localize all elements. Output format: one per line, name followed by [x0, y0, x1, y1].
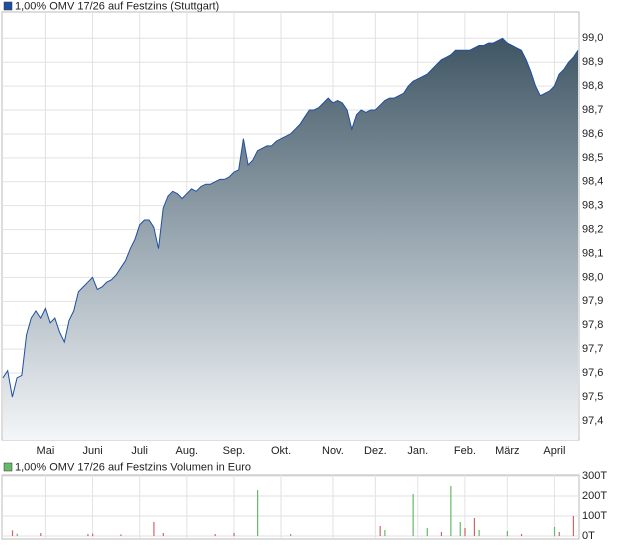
- volume-bar: [412, 494, 414, 536]
- x-tick-label: Dez.: [364, 445, 387, 457]
- y-tick-label: 98,8: [582, 80, 603, 92]
- x-tick-label: Juni: [82, 445, 102, 457]
- y-tick-label: 98,5: [582, 152, 603, 164]
- x-tick-label: Aug.: [175, 445, 198, 457]
- volume-bar: [290, 534, 292, 536]
- x-tick-label: Mai: [37, 445, 55, 457]
- y-tick-label: 97,6: [582, 367, 603, 379]
- y-tick-label: 98,1: [582, 247, 603, 259]
- x-tick-label: Jan.: [407, 445, 428, 457]
- x-tick-label: Nov.: [322, 445, 344, 457]
- volume-bar: [120, 534, 122, 536]
- y-tick-label: 200T: [582, 490, 607, 502]
- volume-bar: [384, 530, 386, 536]
- y-tick-label: 98,6: [582, 128, 603, 140]
- volume-bar: [92, 533, 94, 536]
- y-tick-label: 97,8: [582, 319, 603, 331]
- x-tick-label: Okt.: [271, 445, 291, 457]
- y-tick-label: 97,4: [582, 415, 603, 427]
- y-tick-label: 98,7: [582, 104, 603, 116]
- y-tick-label: 97,5: [582, 391, 603, 403]
- volume-bar: [506, 531, 509, 536]
- volume-bar: [473, 518, 476, 536]
- volume-bar: [379, 526, 381, 536]
- volume-bar: [426, 528, 428, 536]
- volume-bar: [233, 533, 235, 536]
- y-tick-label: 97,7: [582, 343, 603, 355]
- volume-bar: [153, 522, 155, 536]
- volume-bar: [214, 534, 216, 536]
- y-tick-label: 300T: [582, 470, 607, 482]
- volume-bar: [459, 522, 461, 536]
- volume-bar: [553, 527, 556, 536]
- price-line: [2, 37, 579, 398]
- y-tick-label: 98,9: [582, 56, 603, 68]
- volume-bar: [558, 532, 560, 536]
- legend-swatch: [3, 1, 13, 11]
- y-tick-label: 100T: [582, 510, 607, 522]
- volume-bar: [572, 516, 574, 536]
- y-tick-label: 98,3: [582, 200, 603, 212]
- y-tick-label: 99,0: [582, 32, 603, 44]
- volume-bar: [520, 534, 523, 536]
- y-tick-label: 98,4: [582, 176, 603, 188]
- volume-bar: [40, 533, 42, 536]
- area-fill: [3, 38, 578, 441]
- x-tick-label: April: [543, 445, 565, 457]
- x-tick-label: März: [495, 445, 519, 457]
- x-tick-label: Sep.: [223, 445, 246, 457]
- volume-bar: [478, 530, 480, 536]
- volume-bar: [257, 490, 259, 536]
- legend-label: 1,00% OMV 17/26 auf Festzins Volumen in …: [15, 461, 251, 473]
- volume-bar: [464, 528, 466, 536]
- volume-bar: [11, 530, 14, 536]
- y-tick-label: 97,9: [582, 295, 603, 307]
- plot-frame: [1, 474, 580, 540]
- volume-bar: [450, 486, 452, 536]
- volume-bar: [440, 532, 443, 536]
- x-tick-label: Feb.: [454, 445, 476, 457]
- legend-label: 1,00% OMV 17/26 auf Festzins (Stuttgart): [15, 0, 219, 12]
- x-tick-label: Juli: [131, 445, 148, 457]
- legend-swatch: [3, 462, 13, 472]
- y-tick-label: 0T: [582, 530, 595, 542]
- volume-bar: [87, 534, 89, 536]
- y-tick-label: 98,2: [582, 223, 603, 235]
- volume-bar: [16, 533, 18, 536]
- volume-bar: [162, 533, 164, 536]
- y-tick-label: 98,0: [582, 271, 603, 283]
